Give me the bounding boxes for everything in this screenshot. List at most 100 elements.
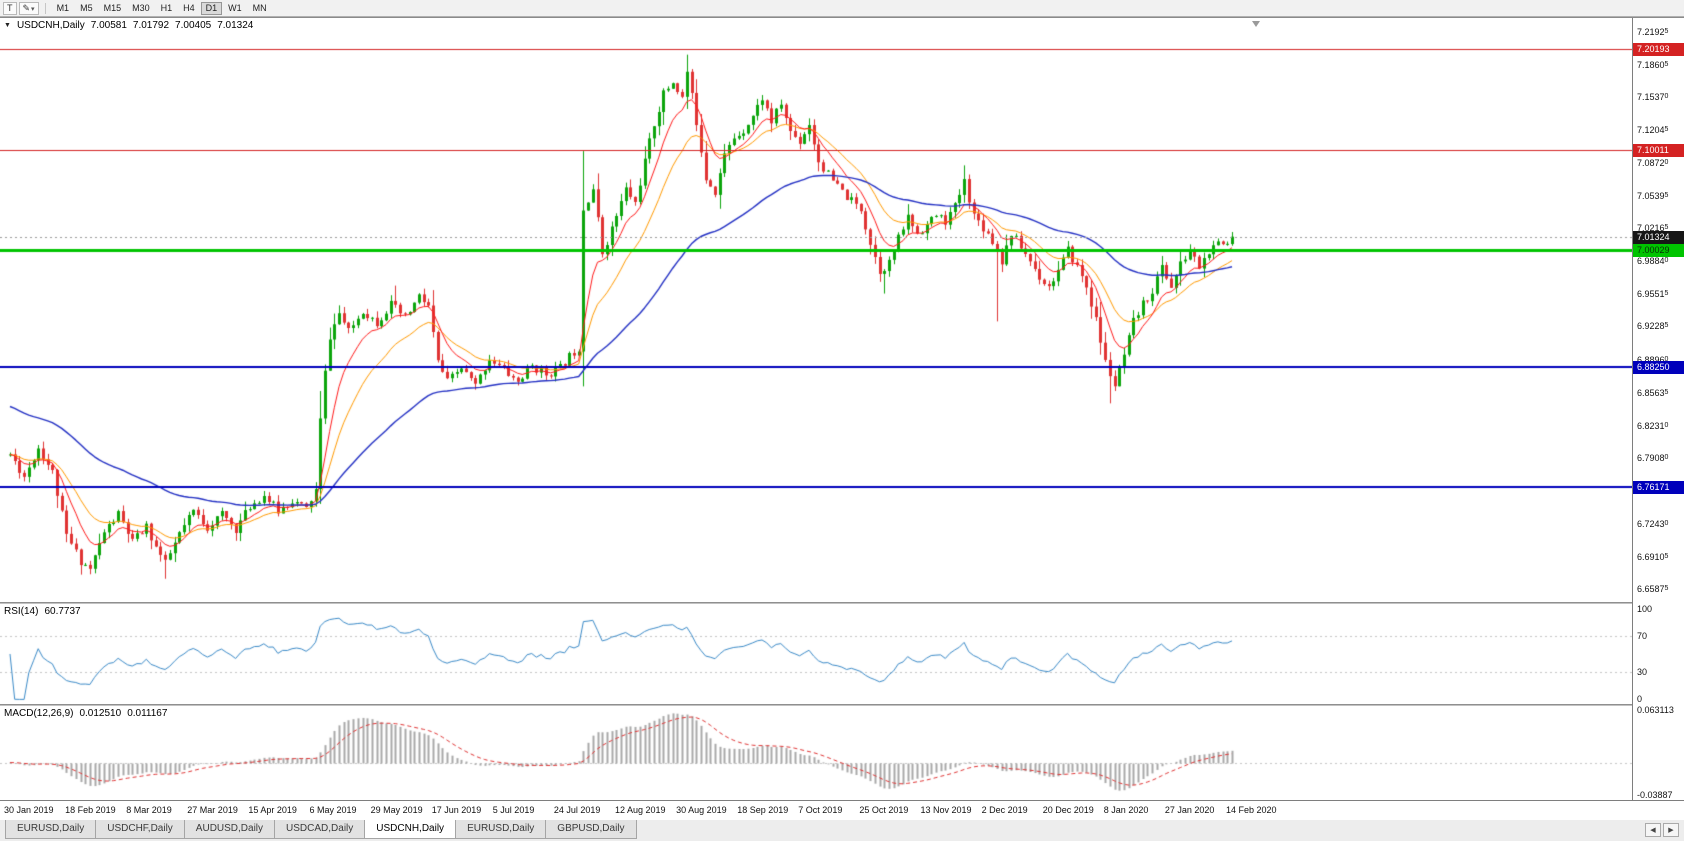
quote-close: 7.01324: [217, 20, 254, 31]
date-label: 13 Nov 2019: [920, 805, 972, 815]
price-level-badge: 7.20193: [1633, 43, 1684, 57]
macd-main-value: 0.012510: [79, 708, 122, 719]
macd-canvas[interactable]: [0, 706, 1632, 800]
quote-low: 7.00405: [175, 20, 212, 31]
date-label: 20 Dec 2019: [1042, 805, 1094, 815]
timeframe-m30-button[interactable]: M30: [127, 2, 155, 15]
date-label: 8 Jan 2020: [1103, 805, 1149, 815]
date-label: 7 Oct 2019: [798, 805, 843, 815]
price-axis[interactable]: 7.21925 7.18605 7.15370 7.12045 7.08720 7.053…: [1632, 18, 1684, 800]
date-label: 27 Mar 2019: [187, 805, 238, 815]
chart-tab-2-audusd[interactable]: AUDUSD,Daily: [183, 820, 276, 839]
price-tick-label: 6.88960: [1637, 354, 1669, 365]
chart-tab-6-gbpusd[interactable]: GBPUSD,Daily: [545, 820, 637, 839]
price-chart-canvas[interactable]: [0, 18, 1632, 602]
toolbar-separator: [44, 2, 46, 14]
date-label: 30 Jan 2019: [4, 805, 54, 815]
draw-tool-button[interactable]: ✎▾: [18, 1, 39, 15]
price-level-badge: 6.76171: [1633, 480, 1684, 494]
price-tick-label: 7.02165: [1637, 223, 1669, 234]
date-label: 30 Aug 2019: [676, 805, 727, 815]
price-tick-label: 6.82310: [1637, 420, 1669, 431]
price-tick-label: 7.05395: [1637, 191, 1669, 202]
main-chart-panel: ▼ USDCNH,Daily 7.00581 7.01792 7.00405 7…: [0, 18, 1632, 602]
timeframe-h1-button[interactable]: H1: [156, 2, 178, 15]
date-label: 29 May 2019: [370, 805, 423, 815]
timeframe-group: M1 M5 M15 M30 H1 H4 D1 W1 MN: [52, 1, 272, 15]
chart-shift-icon[interactable]: [1252, 21, 1260, 27]
toolbar: T ✎▾ M1 M5 M15 M30 H1 H4 D1 W1 MN: [0, 0, 1684, 17]
price-level-badge: 7.10011: [1633, 144, 1684, 158]
timeframe-m15-button[interactable]: M15: [99, 2, 127, 15]
macd-label: MACD(12,26,9) 0.012510 0.011167: [4, 708, 167, 719]
chevron-down-icon: ▾: [31, 5, 35, 13]
chart-tab-1-usdchf[interactable]: USDCHF,Daily: [95, 820, 185, 839]
rsi-level-label: 0: [1637, 694, 1643, 705]
date-label: 18 Feb 2019: [65, 805, 116, 815]
bid-price-badge: 7.01324: [1633, 230, 1684, 244]
date-label: 5 Jul 2019: [492, 805, 535, 815]
price-tick-label: 6.65875: [1637, 583, 1669, 594]
chart-expand-icon[interactable]: ▼: [4, 22, 11, 29]
date-label: 14 Feb 2020: [1226, 805, 1277, 815]
quote-open: 7.00581: [90, 20, 127, 31]
rsi-level-label: 30: [1637, 667, 1648, 678]
price-tick-label: 6.95515: [1637, 289, 1669, 300]
price-tick-label: 7.18605: [1637, 59, 1669, 70]
price-level-badge: 7.00029: [1633, 243, 1684, 257]
macd-axis-label: 0.063113: [1637, 705, 1674, 716]
price-tick-label: 7.12045: [1637, 125, 1669, 136]
rsi-level-label: 70: [1637, 630, 1648, 641]
price-tick-label: 7.08720: [1637, 158, 1669, 169]
price-tick-label: 6.98840: [1637, 256, 1669, 267]
timeframe-m1-button[interactable]: M1: [52, 2, 75, 15]
rsi-value: 60.7737: [44, 606, 81, 617]
price-tick-label: 7.21925: [1637, 26, 1669, 37]
macd-signal-value: 0.011167: [127, 708, 168, 719]
rsi-level-label: 100: [1637, 603, 1653, 614]
tabs-scroll-right-button[interactable]: ▶: [1663, 823, 1679, 837]
date-label: 25 Oct 2019: [859, 805, 909, 815]
chart-tab-5-eurusd[interactable]: EURUSD,Daily: [455, 820, 547, 839]
chart-tabs-bar: EURUSD,Daily USDCHF,Daily AUDUSD,Daily USDC…: [0, 819, 1684, 841]
timeframe-d1-button[interactable]: D1: [200, 1, 223, 15]
date-label: 24 Jul 2019: [553, 805, 601, 815]
chart-symbol-label: USDCNH,Daily: [16, 20, 85, 31]
panel-separator[interactable]: [0, 704, 1684, 706]
quote-high: 7.01792: [132, 20, 170, 31]
rsi-name: RSI(14): [4, 606, 39, 617]
rsi-panel: RSI(14) 60.7737: [0, 604, 1632, 704]
timeframe-mn-button[interactable]: MN: [248, 2, 272, 15]
date-label: 15 Apr 2019: [248, 805, 297, 815]
chart-tab-3-usdcad[interactable]: USDCAD,Daily: [274, 820, 366, 839]
price-tick-label: 6.79080: [1637, 452, 1669, 463]
chart-title: ▼ USDCNH,Daily 7.00581 7.01792 7.00405 7…: [4, 20, 253, 32]
date-label: 2 Dec 2019: [981, 805, 1028, 815]
timeframe-m5-button[interactable]: M5: [75, 2, 98, 15]
tabs-scroll-group: ◀ ▶: [1640, 820, 1684, 840]
chart-tabs: EURUSD,Daily USDCHF,Daily AUDUSD,Daily USDC…: [0, 820, 637, 839]
rsi-label: RSI(14) 60.7737: [4, 606, 81, 617]
pencil-icon: ✎: [22, 2, 31, 13]
macd-panel: MACD(12,26,9) 0.012510 0.011167: [0, 706, 1632, 800]
rsi-canvas[interactable]: [0, 604, 1632, 704]
price-tick-label: 6.72430: [1637, 518, 1669, 529]
price-tick-label: 7.15370: [1637, 92, 1669, 103]
date-label: 12 Aug 2019: [615, 805, 666, 815]
chart-tab-0-eurusd[interactable]: EURUSD,Daily: [5, 820, 97, 839]
date-label: 27 Jan 2020: [1164, 805, 1215, 815]
date-label: 17 Jun 2019: [431, 805, 482, 815]
time-axis[interactable]: 30 Jan 2019 18 Feb 2019 8 Mar 2019 27 Mar 2…: [0, 800, 1684, 820]
date-label: 8 Mar 2019: [126, 805, 172, 815]
chart-tab-4-usdcnh[interactable]: USDCNH,Daily: [364, 820, 457, 839]
panel-separator[interactable]: [0, 602, 1684, 604]
price-tick-label: 6.85635: [1637, 387, 1669, 398]
chart-workspace: ▼ USDCNH,Daily 7.00581 7.01792 7.00405 7…: [0, 17, 1684, 820]
text-tool-button[interactable]: T: [3, 1, 17, 15]
date-label: 6 May 2019: [309, 805, 357, 815]
timeframe-w1-button[interactable]: W1: [223, 2, 247, 15]
price-tick-label: 6.92285: [1637, 321, 1669, 332]
timeframe-h4-button[interactable]: H4: [178, 2, 200, 15]
macd-axis-label: -0.03887: [1637, 789, 1673, 800]
tabs-scroll-left-button[interactable]: ◀: [1645, 823, 1661, 837]
